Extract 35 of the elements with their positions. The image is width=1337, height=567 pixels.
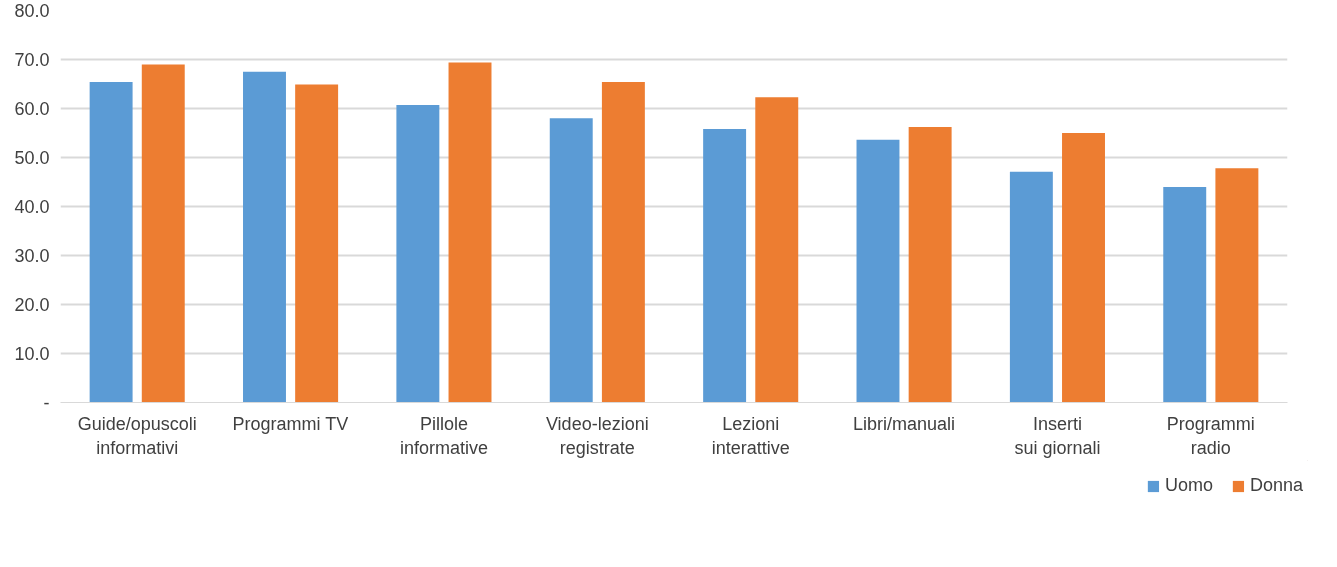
x-tick-label: Pillole informative bbox=[399, 413, 488, 458]
bar bbox=[243, 71, 286, 403]
bar bbox=[1215, 168, 1259, 403]
y-tick-label: - bbox=[43, 393, 50, 413]
x-tick-label: Video-lezioni registrate bbox=[545, 413, 649, 458]
x-tick-label: Lezioni interattive bbox=[711, 413, 790, 458]
y-tick-label: 70.0 bbox=[14, 50, 50, 70]
y-tick-label: 30.0 bbox=[14, 246, 50, 266]
bar bbox=[1163, 186, 1207, 403]
bar bbox=[141, 64, 185, 403]
bar bbox=[448, 62, 492, 403]
legend-label: Donna bbox=[1249, 475, 1303, 496]
legend-label: Uomo bbox=[1164, 475, 1213, 496]
x-tick-label: Programmi TV bbox=[232, 413, 349, 434]
x-tick-label: Libri/manuali bbox=[853, 413, 956, 434]
bar bbox=[1009, 171, 1053, 403]
bar bbox=[703, 129, 747, 403]
bar bbox=[1062, 133, 1105, 403]
x-tick-label: Programmi radio bbox=[1166, 413, 1255, 458]
bar bbox=[549, 118, 593, 403]
y-tick-label: 80.0 bbox=[14, 1, 50, 21]
bar bbox=[601, 82, 645, 403]
y-tick-label: 60.0 bbox=[14, 99, 50, 119]
bar bbox=[89, 82, 133, 403]
bar bbox=[396, 105, 440, 403]
bar bbox=[908, 127, 952, 403]
x-tick-label: Inserti sui giornali bbox=[1014, 413, 1101, 458]
y-tick-label: 40.0 bbox=[14, 197, 50, 217]
bar bbox=[295, 84, 339, 403]
bar bbox=[856, 139, 900, 403]
y-tick-label: 20.0 bbox=[14, 295, 50, 315]
y-tick-label: 10.0 bbox=[14, 344, 50, 364]
y-tick-label: 50.0 bbox=[14, 148, 50, 168]
bar bbox=[755, 97, 799, 403]
x-tick-label: Guide/opuscoli informativi bbox=[77, 413, 197, 458]
